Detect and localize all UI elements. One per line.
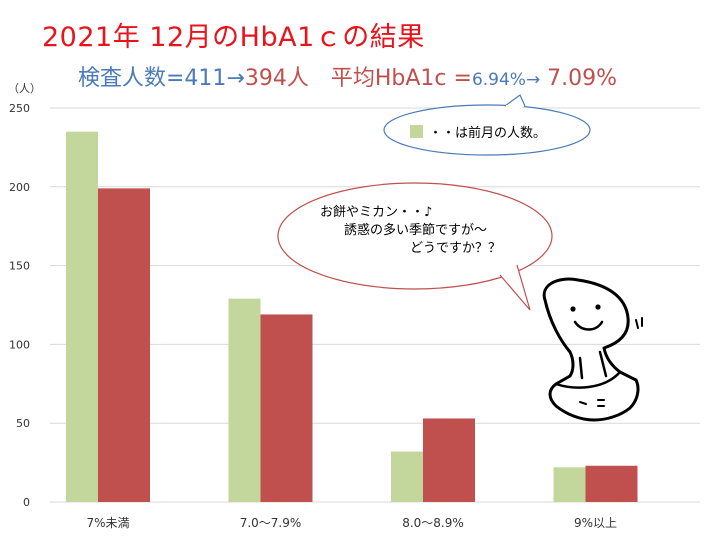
y-tick-label: 150 [9,260,30,273]
x-tick-label: 7%未満 [86,516,129,530]
x-tick-label: 8.0～8.9% [402,516,464,530]
x-tick-labels: 7%未満 7.0～7.9% 8.0～8.9% 9%以上 [86,516,617,530]
legend-note: ・・は前月の人数。 [410,122,546,141]
bar-current-month [423,418,475,502]
x-tick-label: 7.0～7.9% [240,516,302,530]
chart-title: 2021年 12月のHbA1ｃの結果 [42,22,425,53]
y-tick-label: 0 [23,496,30,509]
bar-previous-month [66,131,98,502]
speech-line-1: お餅やミカン・・♪ [320,205,433,220]
legend-callout [383,94,591,156]
chart-subtitle: 検査人数=411→394人 平均HbA1c =6.94%→ 7.09% [78,60,617,92]
subtitle-count-before: 検査人数=411→ [78,66,245,91]
y-axis-label: （人） [8,82,41,95]
x-tick-label: 9%以上 [574,516,617,530]
legend-note-text: ・・は前月の人数。 [429,126,547,141]
speech-line-2: 誘惑の多い季節ですが～ [344,223,488,238]
subtitle-average-after: 7.09% [540,66,618,91]
y-tick-label: 100 [9,338,30,351]
bar-current-month [260,314,313,502]
speech-bubble [277,182,553,311]
subtitle-average-before: 6.94%→ [471,70,541,90]
mascot-illustration [542,277,643,422]
bar-current-month [585,465,638,502]
y-tick-labels: 0 50 100 150 200 250 [9,102,30,509]
speech-line-3: どうですか？？ [410,241,502,256]
bar-current-month [98,188,150,502]
subtitle-average-label: 平均HbA1c = [308,66,472,91]
y-tick-label: 200 [9,181,30,194]
legend-swatch-previous-month [410,125,423,138]
y-tick-label: 50 [16,417,30,430]
y-tick-label: 250 [9,102,30,115]
subtitle-count-after: 394人 [244,66,309,91]
bar-previous-month [553,467,586,502]
bar-previous-month [228,298,261,502]
bar-previous-month [391,451,423,502]
bars [66,131,638,502]
